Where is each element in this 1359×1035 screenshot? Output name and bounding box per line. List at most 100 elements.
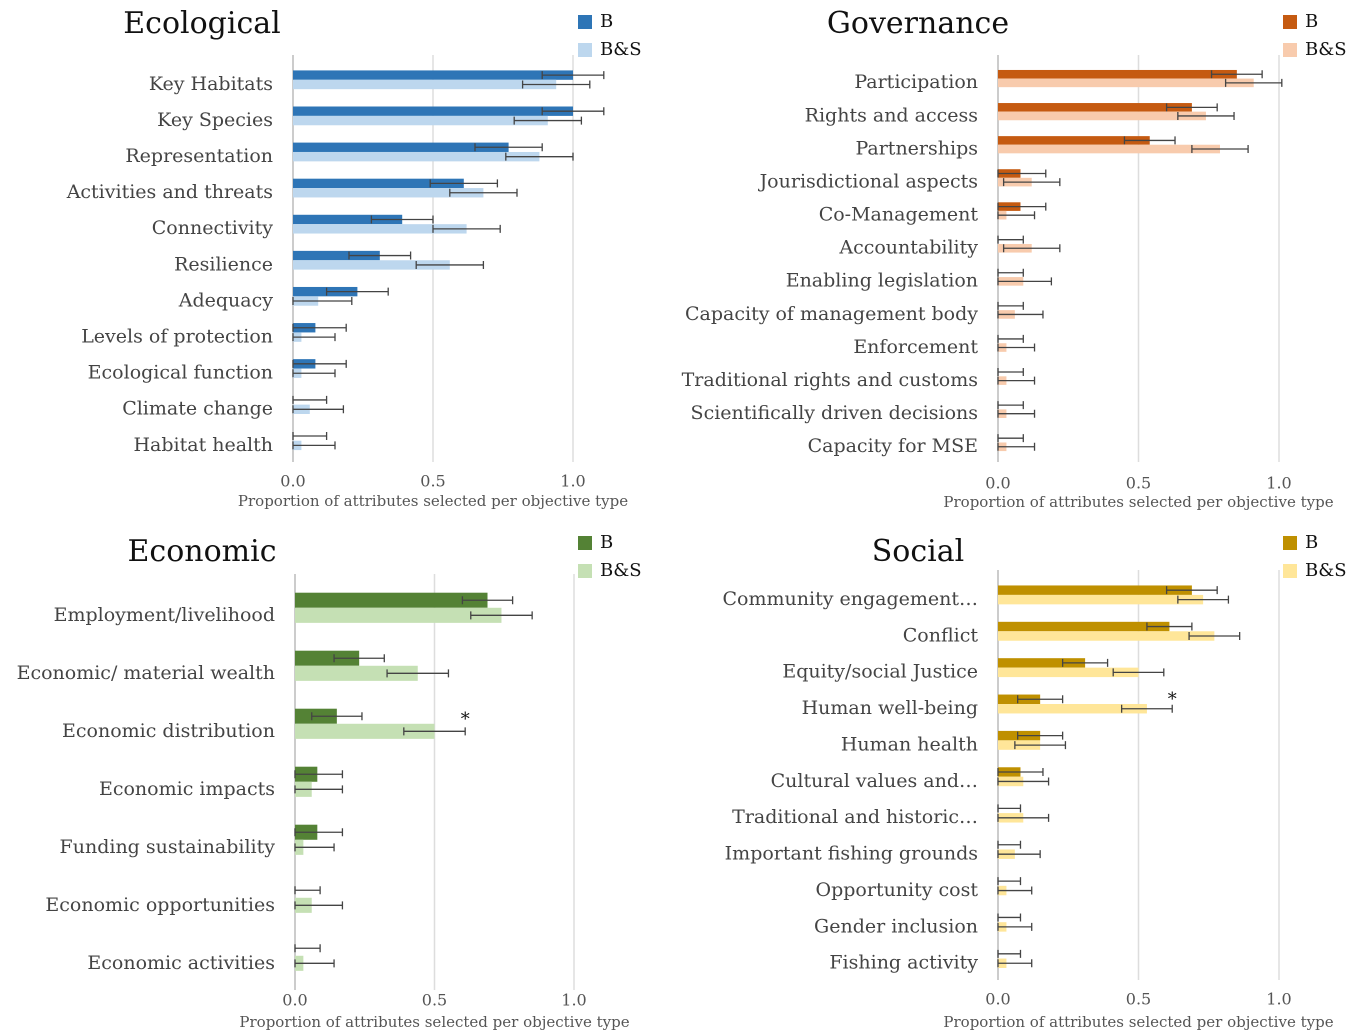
- category-label: Connectivity: [152, 217, 273, 239]
- error-bar: [513, 116, 583, 125]
- category-label: Gender inclusion: [814, 915, 978, 937]
- error-bar: [348, 251, 412, 260]
- bar: [295, 723, 435, 739]
- error-bar: [997, 922, 1033, 931]
- error-bar: [997, 334, 1024, 343]
- legend-label: B&S: [600, 39, 642, 60]
- error-bar: [997, 211, 1036, 220]
- error-bar: [997, 409, 1036, 418]
- category-label: Scientifically driven decisions: [691, 402, 978, 424]
- category-label: Important fishing grounds: [725, 843, 978, 865]
- error-bar: [429, 179, 499, 188]
- chart-title: Economic: [128, 534, 277, 569]
- category-label: Climate change: [122, 398, 273, 420]
- error-bar: [997, 777, 1050, 786]
- bar: [293, 224, 467, 234]
- error-bar: [541, 107, 605, 116]
- error-bar: [997, 949, 1022, 958]
- error-bar: [997, 277, 1053, 286]
- category-label: Funding sustainability: [60, 836, 276, 858]
- category-label: Economic opportunities: [45, 894, 275, 916]
- bar: [293, 286, 358, 297]
- error-bar: [1177, 595, 1230, 604]
- error-bar: [292, 441, 336, 450]
- error-bar: [1188, 632, 1241, 640]
- legend-label: B&S: [1305, 39, 1347, 60]
- bar: [998, 144, 1220, 154]
- legend-swatch: [578, 43, 592, 57]
- bar: [998, 136, 1150, 145]
- category-label: Representation: [125, 145, 273, 167]
- legend-label: B: [1305, 532, 1318, 553]
- bar: [998, 585, 1192, 595]
- category-label: Ecological function: [88, 362, 273, 384]
- x-tick-label: 1.0: [561, 991, 586, 1010]
- bar: [293, 70, 573, 80]
- error-bar: [415, 260, 485, 269]
- bar: [293, 188, 484, 198]
- bar: [998, 621, 1170, 632]
- error-bar: [333, 654, 385, 663]
- error-bar: [292, 359, 347, 368]
- error-bar: [292, 395, 328, 404]
- error-bar: [997, 376, 1036, 385]
- error-bar: [1017, 731, 1064, 740]
- bar: [293, 260, 450, 270]
- bar: [998, 667, 1139, 678]
- error-bar: [1165, 103, 1218, 112]
- x-tick-label: 0.5: [420, 472, 445, 491]
- category-label: Equity/social Justice: [782, 661, 978, 683]
- error-bar: [1002, 178, 1061, 187]
- error-bar: [997, 368, 1024, 377]
- category-label: Economic distribution: [62, 720, 275, 742]
- category-label: Capacity of management body: [685, 303, 978, 325]
- category-label: Key Habitats: [149, 73, 273, 95]
- error-bar: [432, 224, 501, 233]
- category-label: Enforcement: [853, 336, 978, 358]
- bar: [998, 111, 1206, 121]
- annotation: *: [461, 709, 470, 730]
- error-bar: [997, 886, 1033, 895]
- error-bar: [1061, 658, 1109, 667]
- legend-swatch: [578, 15, 592, 29]
- error-bar: [1177, 111, 1235, 120]
- error-bar: [541, 71, 605, 80]
- category-label: Economic/ material wealth: [17, 662, 275, 684]
- x-axis-label: Proportion of attributes selected per ob…: [239, 1013, 629, 1031]
- chart-title: Governance: [827, 6, 1009, 41]
- x-tick-label: 0.0: [282, 991, 307, 1010]
- error-bar: [1224, 78, 1283, 87]
- bar: [293, 115, 548, 126]
- error-bar: [292, 333, 336, 342]
- error-bar: [997, 804, 1022, 813]
- chart-title: Ecological: [123, 6, 281, 41]
- legend-swatch: [1283, 43, 1297, 57]
- legend-swatch: [1283, 15, 1297, 29]
- error-bar: [997, 813, 1050, 822]
- bar: [998, 594, 1204, 605]
- legend-swatch: [578, 564, 592, 578]
- error-bar: [1017, 695, 1064, 704]
- category-label: Key Species: [157, 109, 273, 131]
- category-label: Cultural values and…: [771, 770, 978, 792]
- error-bar: [505, 152, 574, 161]
- error-bar: [292, 297, 353, 306]
- bar: [293, 214, 403, 225]
- error-bar: [997, 343, 1036, 352]
- error-bar: [997, 913, 1022, 922]
- category-label: Human health: [841, 733, 978, 755]
- error-bar: [386, 669, 450, 678]
- error-bar: [449, 188, 518, 197]
- x-axis-label: Proportion of attributes selected per ob…: [238, 492, 628, 510]
- annotation: *: [1168, 689, 1177, 710]
- error-bar: [470, 611, 533, 620]
- error-bar: [294, 901, 344, 910]
- bar: [998, 69, 1237, 79]
- category-label: Co-Management: [819, 204, 979, 226]
- error-bar: [997, 235, 1024, 244]
- error-bar: [461, 596, 514, 605]
- error-bar: [997, 768, 1044, 776]
- x-tick-label: 0.5: [422, 991, 447, 1010]
- legend-label: B: [600, 11, 613, 32]
